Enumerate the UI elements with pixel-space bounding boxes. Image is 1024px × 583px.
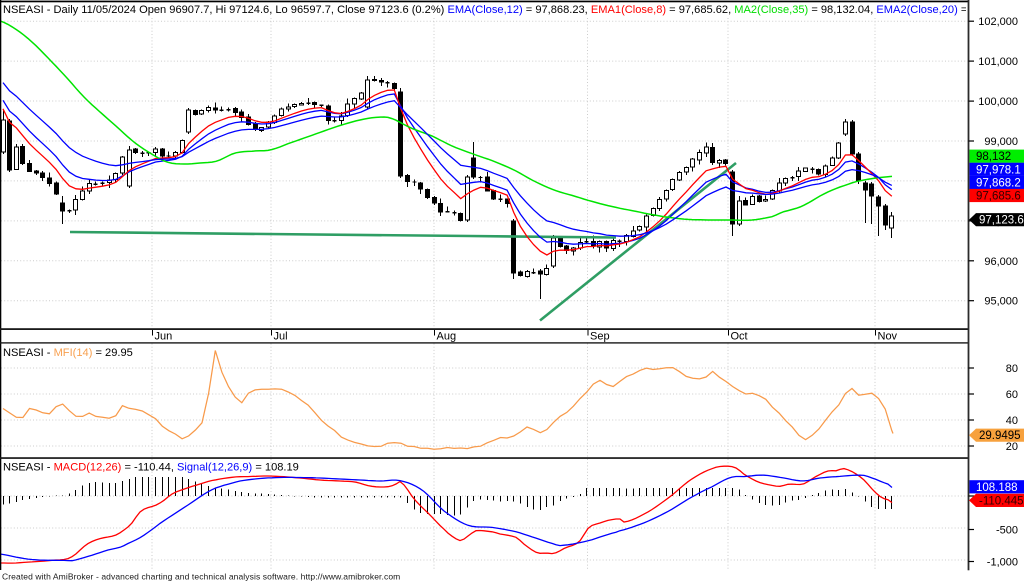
svg-text:Aug: Aug (437, 331, 457, 343)
svg-text:Jun: Jun (155, 331, 173, 343)
svg-text:Oct: Oct (731, 331, 748, 343)
svg-text:NSEASI - MACD(12,26) = -110.44: NSEASI - MACD(12,26) = -110.44, Signal(1… (3, 462, 299, 474)
svg-text:-1,000: -1,000 (987, 557, 1018, 569)
svg-text:101,000: 101,000 (978, 56, 1018, 68)
svg-text:97,978.1: 97,978.1 (976, 164, 1021, 176)
svg-text:40: 40 (1006, 415, 1018, 427)
svg-text:102,000: 102,000 (978, 16, 1018, 28)
svg-text:NSEASI - MFI(14) = 29.95: NSEASI - MFI(14) = 29.95 (3, 347, 133, 359)
svg-text:Created with AmiBroker - advan: Created with AmiBroker - advanced charti… (2, 572, 400, 582)
svg-text:Jul: Jul (274, 331, 288, 343)
svg-text:100,000: 100,000 (978, 96, 1018, 108)
svg-text:20: 20 (1006, 441, 1018, 453)
svg-text:-110.445: -110.445 (979, 495, 1024, 507)
svg-text:-500: -500 (996, 525, 1018, 537)
svg-text:97,868.2: 97,868.2 (976, 177, 1021, 189)
svg-text:Nov: Nov (878, 331, 898, 343)
svg-text:108.188: 108.188 (976, 482, 1018, 494)
svg-text:80: 80 (1006, 363, 1018, 375)
svg-text:Sep: Sep (590, 331, 610, 343)
svg-text:97,685.6: 97,685.6 (976, 191, 1021, 203)
svg-text:99,000: 99,000 (984, 136, 1018, 148)
svg-text:95,000: 95,000 (984, 296, 1018, 308)
svg-text:60: 60 (1006, 389, 1018, 401)
svg-text:29.9495: 29.9495 (979, 430, 1021, 442)
svg-text:96,000: 96,000 (984, 256, 1018, 268)
svg-text:NSEASI - Daily 11/05/2024 Open: NSEASI - Daily 11/05/2024 Open 96907.7, … (3, 4, 967, 16)
svg-text:97,123.6: 97,123.6 (979, 215, 1024, 227)
svg-text:98,132: 98,132 (976, 151, 1011, 163)
